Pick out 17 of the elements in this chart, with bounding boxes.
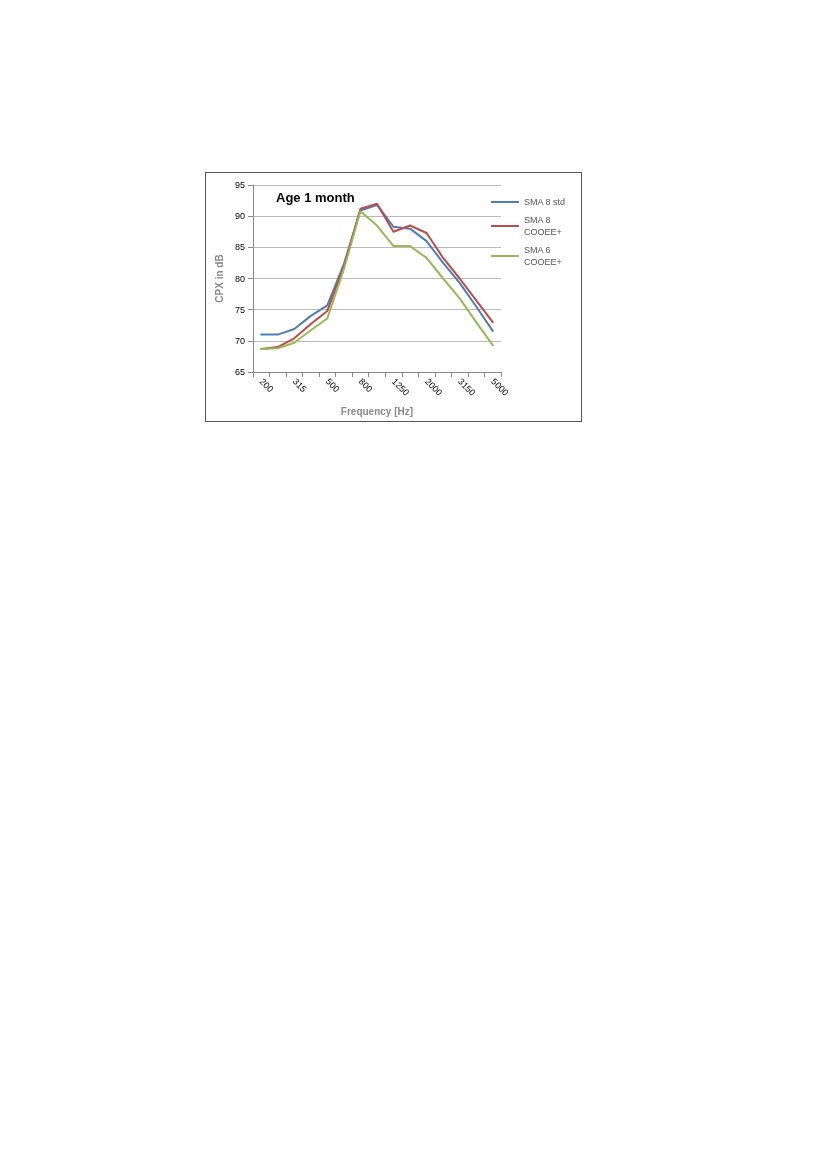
legend-label: SMA 6 COOEE+ (524, 245, 562, 267)
y-tick-label: 85 (234, 242, 245, 253)
legend-label: SMA 8 COOEE+ (524, 215, 562, 237)
y-tick-label: 75 (234, 304, 245, 315)
y-tick-label: 65 (234, 367, 245, 377)
y-axis-title: CPX in dB (213, 254, 225, 303)
y-tick-label: 80 (234, 273, 245, 284)
x-axis-title: Frequency [Hz] (340, 405, 414, 417)
x-tick-label: 800 (356, 376, 375, 395)
x-tick-label: 315 (290, 376, 309, 395)
y-tick-label: 90 (234, 211, 245, 222)
y-tick-label: 70 (234, 335, 245, 346)
x-tick-label: 200 (257, 376, 276, 395)
y-tick-label: 95 (234, 180, 245, 190)
annotation: Age 1 month (276, 190, 355, 205)
legend-label: SMA 8 std (524, 197, 566, 207)
x-tick-label: 500 (323, 376, 342, 395)
